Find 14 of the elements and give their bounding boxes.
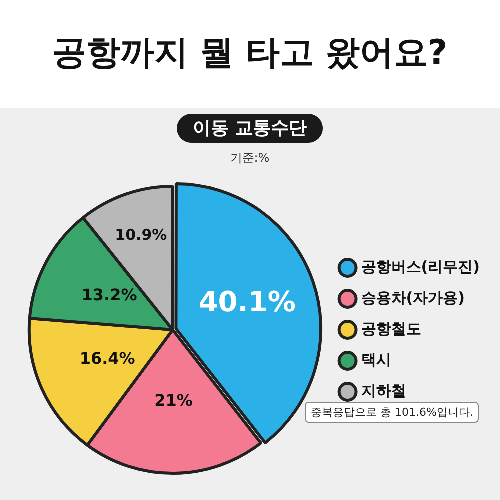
data-label: 16.4% (80, 348, 136, 368)
data-label: 13.2% (82, 285, 138, 304)
chart-subtitle: 이동 교통수단 (176, 114, 324, 143)
chart-title: 공항까지 뭘 타고 왔어요? (51, 32, 449, 75)
legend-label: 택시 (361, 350, 392, 369)
legend-label: 공항버스(리무진) (361, 258, 480, 276)
text: 기준:% (229, 150, 271, 167)
legend-label: 공항철도 (361, 320, 422, 338)
data-label: 21% (154, 390, 193, 410)
legend-label: 승용차(자가용) (361, 288, 466, 307)
text: 중복응답으로 총 101.6%입니다. (305, 402, 480, 423)
data-label: 40.1% (198, 286, 296, 319)
legend-label: 지하철 (361, 382, 406, 400)
data-label: 10.9% (115, 226, 168, 244)
